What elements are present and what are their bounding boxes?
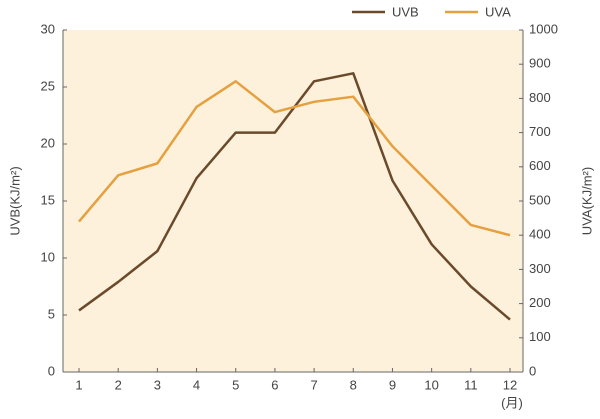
y2-tick-label: 300: [529, 261, 551, 276]
x-tick-label: 2: [115, 377, 122, 392]
y2-tick-label: 400: [529, 227, 551, 242]
y2-axis-label: UVA(KJ/m²): [579, 167, 594, 235]
y2-tick-label: 1000: [529, 21, 558, 36]
y2-tick-label: 800: [529, 90, 551, 105]
y-tick-label: 15: [41, 192, 55, 207]
x-tick-label: 6: [271, 377, 278, 392]
y-tick-label: 10: [41, 249, 55, 264]
x-tick-label: 8: [350, 377, 357, 392]
x-tick-label: 7: [310, 377, 317, 392]
legend-label: UVB: [392, 4, 419, 19]
x-axis-label: (月): [501, 395, 523, 410]
x-tick-label: 10: [424, 377, 438, 392]
y-axis-label: UVB(KJ/m²): [7, 166, 22, 235]
y2-tick-label: 700: [529, 124, 551, 139]
y-tick-label: 25: [41, 78, 55, 93]
y-tick-label: 30: [41, 21, 55, 36]
legend-label: UVA: [485, 4, 511, 19]
y-tick-label: 0: [48, 363, 55, 378]
y2-tick-label: 100: [529, 329, 551, 344]
x-tick-label: 12: [503, 377, 517, 392]
y-tick-label: 5: [48, 306, 55, 321]
y2-tick-label: 600: [529, 158, 551, 173]
y2-tick-label: 500: [529, 192, 551, 207]
y-tick-label: 20: [41, 135, 55, 150]
y2-tick-label: 0: [529, 363, 536, 378]
x-tick-label: 4: [193, 377, 200, 392]
y2-tick-label: 900: [529, 56, 551, 71]
x-tick-label: 3: [154, 377, 161, 392]
x-tick-label: 11: [464, 377, 478, 392]
x-tick-label: 5: [232, 377, 239, 392]
plot-area: [63, 30, 523, 372]
x-tick-label: 1: [75, 377, 82, 392]
x-tick-label: 9: [389, 377, 396, 392]
y2-tick-label: 200: [529, 295, 551, 310]
series-line: [78, 80, 511, 237]
